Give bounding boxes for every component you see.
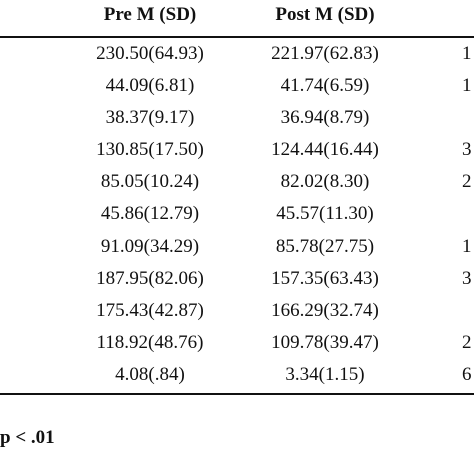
- cell-pre: 85.05(10.24): [100, 171, 200, 193]
- cell-post: 45.57(11.30): [276, 203, 374, 225]
- cell-pre: 38.37(9.17): [105, 107, 195, 129]
- cell-edge: 1: [462, 75, 472, 97]
- table-row: 91.09(34.29) 85.78(27.75) 1: [0, 231, 474, 263]
- cell-post: 221.97(62.83): [271, 43, 379, 64]
- cell-post: 85.78(27.75): [275, 235, 375, 257]
- cell-post: 166.29(32.74): [271, 299, 379, 321]
- cell-edge: 6: [462, 363, 472, 385]
- table-row: 187.95(82.06) 157.35(63.43) 3: [0, 263, 474, 295]
- table-row: 85.05(10.24) 82.02(8.30) 2: [0, 166, 474, 198]
- cell-edge: 1: [462, 235, 472, 257]
- header-pre: Pre M (SD): [103, 4, 197, 25]
- cell-post: 82.02(8.30): [280, 171, 370, 193]
- cell-pre: 44.09(6.81): [105, 75, 195, 97]
- cell-pre: 230.50(64.93): [96, 43, 204, 64]
- table-row: 175.43(42.87) 166.29(32.74): [0, 295, 474, 327]
- cell-post: 109.78(39.47): [271, 331, 379, 353]
- table-row: 45.86(12.79) 45.57(11.30): [0, 198, 474, 230]
- table-row: 4.08(.84) 3.34(1.15) 6: [0, 359, 474, 391]
- table-row: 230.50(64.93) 221.97(62.83) 1: [0, 38, 474, 70]
- cell-post: 157.35(63.43): [271, 267, 379, 289]
- cell-pre: 187.95(82.06): [96, 267, 204, 289]
- table-body: 230.50(64.93) 221.97(62.83) 1 44.09(6.81…: [0, 38, 474, 391]
- cell-pre: 118.92(48.76): [96, 331, 204, 353]
- cell-pre: 175.43(42.87): [96, 299, 204, 321]
- table-row: 130.85(17.50) 124.44(16.44) 3: [0, 134, 474, 166]
- table-top-rule: [0, 36, 474, 38]
- cell-post: 41.74(6.59): [280, 75, 370, 97]
- cell-pre: 45.86(12.79): [100, 203, 200, 225]
- cell-edge: 3: [462, 267, 472, 289]
- table-row: 118.92(48.76) 109.78(39.47) 2: [0, 327, 474, 359]
- cell-post: 3.34(1.15): [285, 363, 365, 385]
- cell-edge: 3: [462, 139, 472, 161]
- table-bottom-rule: [0, 393, 474, 395]
- cell-edge: 2: [462, 171, 472, 193]
- significance-footnote: p < .01: [0, 427, 55, 448]
- cell-post: 124.44(16.44): [271, 139, 379, 161]
- cell-pre: 91.09(34.29): [100, 235, 200, 257]
- cell-pre: 130.85(17.50): [96, 139, 204, 161]
- cell-edge: 1: [462, 43, 472, 64]
- cell-edge: 2: [462, 331, 472, 353]
- table-row: 44.09(6.81) 41.74(6.59) 1: [0, 70, 474, 102]
- header-post: Post M (SD): [275, 4, 375, 25]
- cell-pre: 4.08(.84): [115, 363, 185, 385]
- table-row: 38.37(9.17) 36.94(8.79): [0, 102, 474, 134]
- cell-post: 36.94(8.79): [280, 107, 370, 129]
